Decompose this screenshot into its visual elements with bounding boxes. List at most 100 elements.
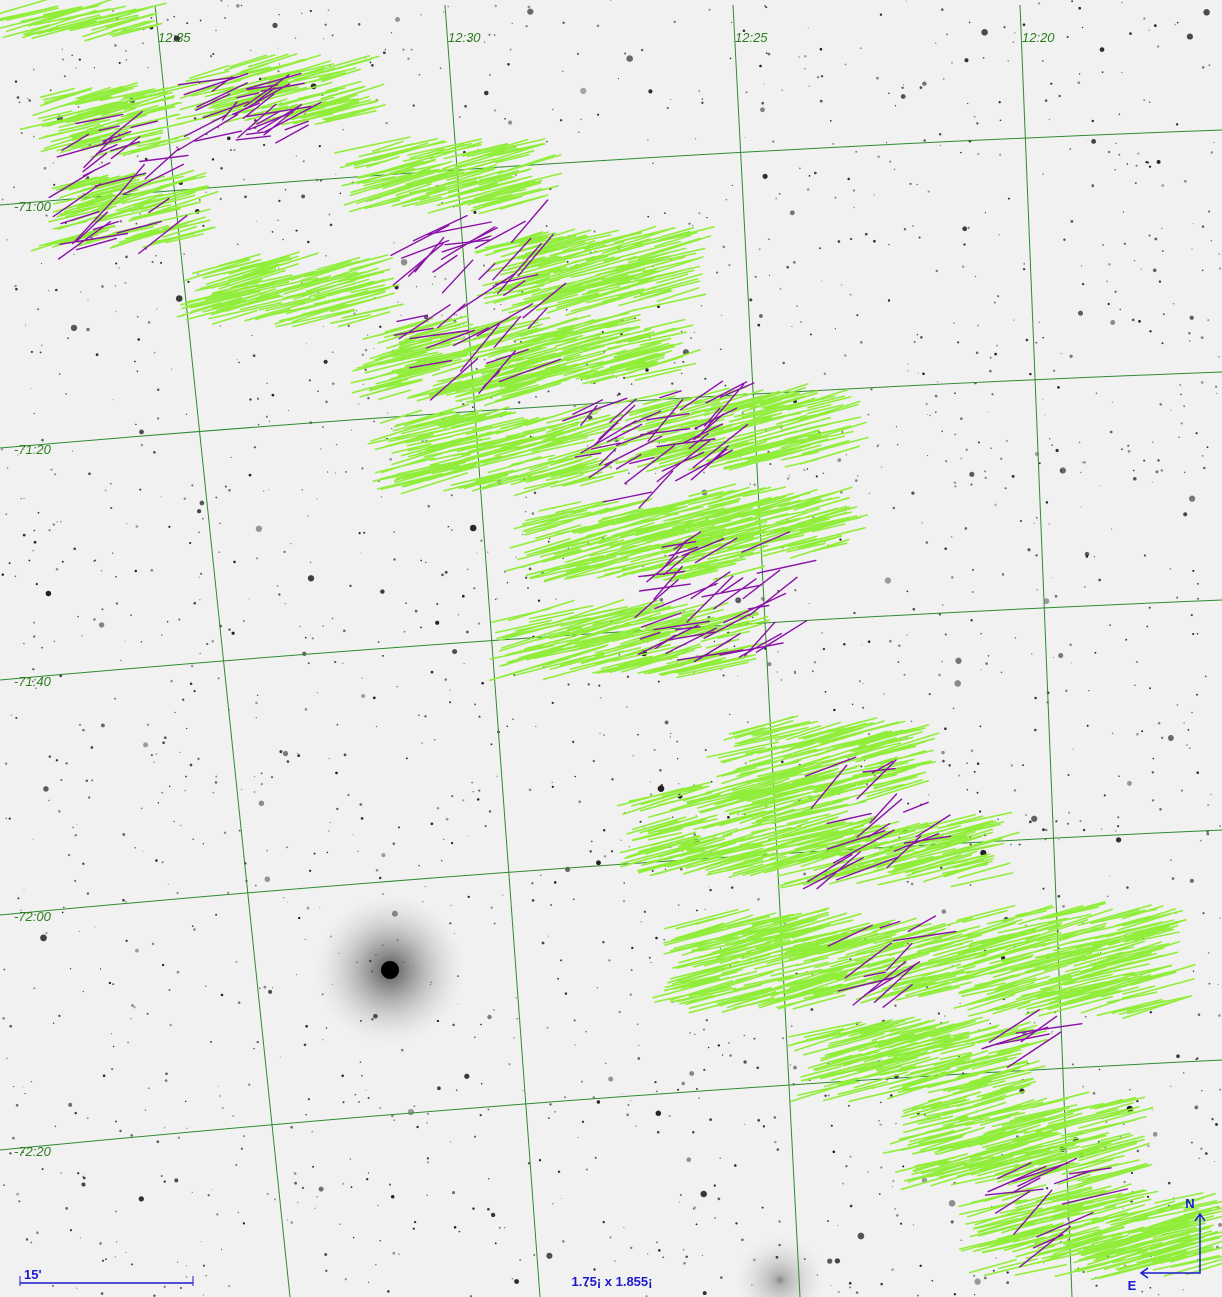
star (373, 421, 375, 423)
star (49, 755, 51, 757)
star (139, 213, 141, 215)
star (638, 1045, 640, 1047)
star (125, 256, 128, 259)
star (951, 62, 952, 63)
star (294, 1172, 297, 1175)
star (716, 272, 718, 274)
star (176, 146, 178, 148)
star (954, 434, 956, 436)
star (26, 1238, 28, 1240)
star (228, 629, 230, 631)
star (743, 1060, 746, 1063)
star (1192, 223, 1193, 224)
star (703, 1291, 707, 1295)
star (191, 665, 194, 668)
star (1115, 143, 1116, 144)
star (951, 576, 954, 579)
star (793, 261, 796, 264)
star (604, 855, 607, 858)
star (568, 683, 570, 685)
star (306, 343, 307, 344)
star (141, 641, 142, 642)
star (435, 621, 439, 625)
star (1080, 472, 1082, 474)
star (237, 244, 238, 245)
star (332, 618, 334, 620)
star (831, 1125, 833, 1127)
star (880, 1102, 882, 1104)
star (970, 619, 972, 621)
star (1146, 626, 1148, 628)
star (186, 1265, 187, 1266)
star (480, 1024, 482, 1026)
star (1129, 32, 1132, 35)
star (761, 102, 764, 105)
star (456, 1089, 458, 1091)
star (858, 1233, 865, 1240)
star (938, 1012, 940, 1014)
star (349, 585, 351, 587)
star (427, 505, 430, 508)
star (101, 1292, 104, 1295)
star (496, 598, 498, 600)
star (1190, 316, 1194, 320)
star (1162, 250, 1164, 252)
star (888, 93, 889, 94)
star (954, 392, 956, 394)
star (115, 576, 117, 578)
star (177, 971, 180, 974)
star (206, 643, 208, 645)
star (849, 1286, 851, 1288)
star (16, 1193, 19, 1196)
star (954, 680, 961, 687)
star (504, 571, 506, 573)
star (14, 285, 17, 288)
star (572, 741, 574, 743)
star (365, 349, 368, 352)
star (677, 1089, 679, 1091)
star (1184, 180, 1187, 183)
star (574, 1019, 576, 1021)
star (332, 351, 334, 353)
star (345, 471, 347, 473)
star (232, 632, 235, 635)
star (914, 341, 916, 343)
star (161, 792, 163, 794)
star (623, 900, 625, 902)
star (672, 816, 674, 818)
star (434, 739, 435, 740)
star (908, 363, 909, 364)
star (1196, 432, 1198, 434)
star (654, 1081, 656, 1083)
star (473, 211, 476, 214)
star (157, 389, 160, 392)
star (522, 1090, 523, 1091)
star (101, 570, 103, 572)
star (53, 640, 55, 642)
star (162, 964, 164, 966)
star (868, 640, 871, 643)
star (1092, 184, 1095, 187)
star (626, 706, 628, 708)
star (305, 939, 306, 940)
star (919, 236, 921, 238)
star (377, 1205, 378, 1206)
star (393, 242, 394, 243)
star (928, 794, 929, 795)
star (850, 294, 852, 296)
star (21, 132, 23, 134)
star (161, 496, 162, 497)
star (205, 986, 206, 987)
star (330, 224, 333, 227)
star (491, 906, 493, 908)
star (174, 1178, 178, 1182)
star (1192, 633, 1194, 635)
star (674, 21, 676, 23)
star (183, 253, 185, 255)
star (945, 460, 947, 462)
star (769, 275, 770, 276)
star (126, 1252, 127, 1253)
star (324, 1253, 327, 1256)
star (493, 1009, 495, 1011)
star (861, 644, 862, 645)
